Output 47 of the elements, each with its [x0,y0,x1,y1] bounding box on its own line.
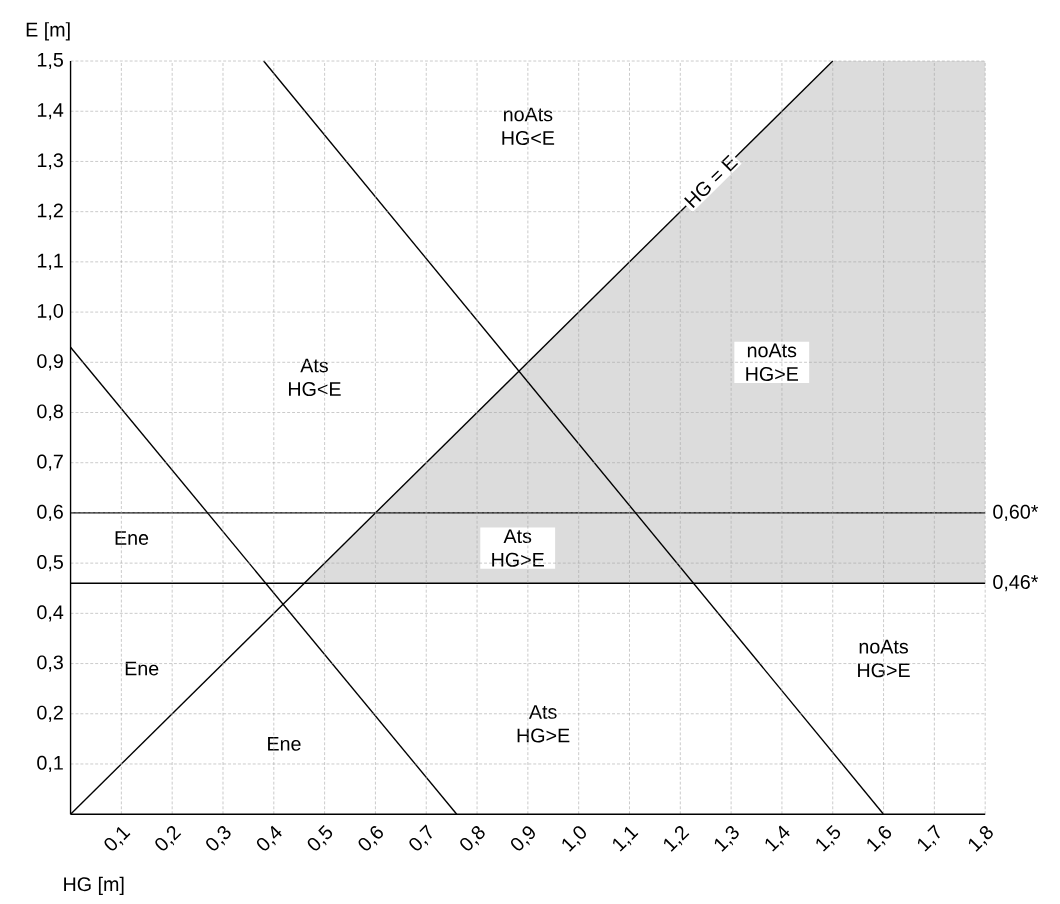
x-tick-label: 1,1 [613,826,639,852]
annotation: Ene [125,661,159,676]
x-tick-label: 0,4 [256,825,282,851]
x-tick-label: 1,2 [663,826,690,852]
x-tick-label: 1,6 [867,826,892,852]
x-tick-label: 1,0 [562,826,586,852]
y-tick-label: 0,5 [37,555,63,572]
y-tick-label: 0,7 [37,454,63,471]
y-tick-label: 0,4 [37,605,64,622]
annotation: Ene [268,737,301,751]
y-tick-label: 1,5 [37,53,63,70]
x-tick-label: 0,7 [409,824,432,851]
x-tick-label: 0,9 [511,826,535,851]
x-tick-label: 1,8 [968,826,993,852]
annotation: Ene [115,531,149,545]
x-axis-title: HG [m] [64,876,124,896]
y-tick-label: 0,6 [37,504,63,522]
y-tick-label: 0,3 [37,655,63,672]
y-tick-label: 0,2 [37,705,63,723]
y-axis-title: E [m] [26,22,70,41]
annotation: Ats HG>E [517,705,570,743]
x-tick-label: 1,4 [765,825,790,852]
y-tick-label: 1,3 [37,153,63,170]
y-tick-label: 1,0 [37,304,64,321]
x-tick-label: 0,3 [206,826,231,851]
annotation: Ats HG<E [288,358,341,397]
y-tick-label: 0,8 [37,404,63,421]
x-tick-label: 0,5 [307,825,333,851]
x-tick-label: 0,6 [358,826,383,851]
x-tick-label: 0,2 [155,826,182,851]
x-tick-label: 1,7 [917,824,940,852]
text: HG = E [684,154,739,209]
y-tick-label: 1,1 [37,253,63,271]
y-tick-label: 1,4 [37,103,64,120]
ref-line-label: 0,46* [993,575,1039,592]
annotation: Ats HG>E [492,529,544,567]
y-tick-label: 1,2 [37,203,63,220]
y-tick-label: 0,1 [37,755,63,773]
x-tick-label: 0,8 [460,826,485,851]
annotation: noAts HG>E [858,639,910,678]
y-tick-label: 0,9 [37,354,63,371]
x-tick-label: 1,3 [714,826,739,852]
annotation: noAts HG>E [746,343,799,382]
x-tick-label: 0,1 [104,827,131,851]
ref-line-label: 0,60* [993,504,1039,522]
x-tick-label: 1,5 [816,825,841,852]
annotation: noAts HG<E [502,107,555,146]
